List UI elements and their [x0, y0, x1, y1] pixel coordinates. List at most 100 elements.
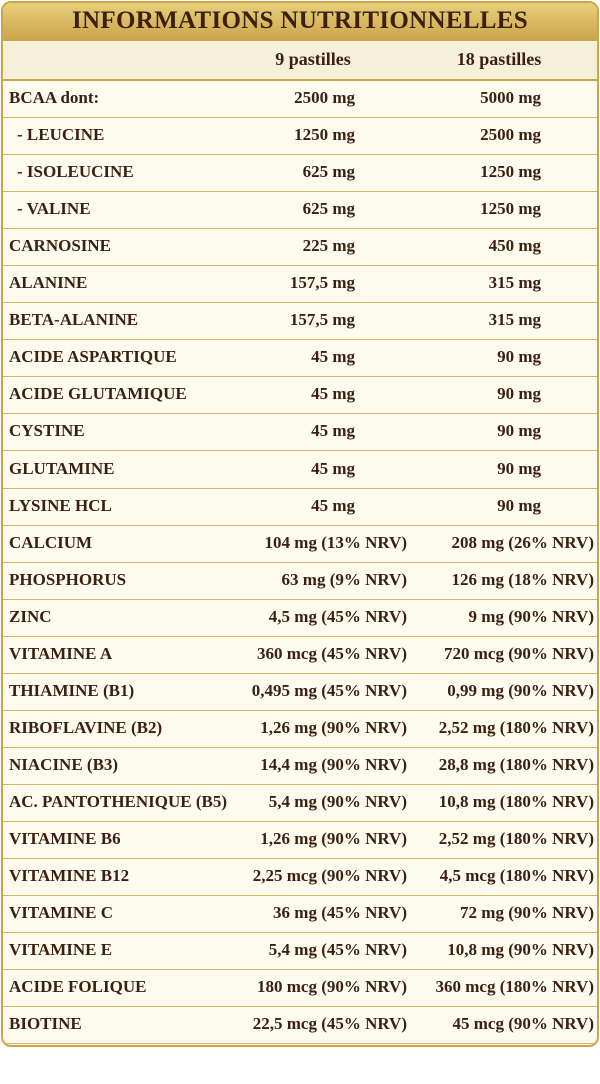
row-label: THIAMINE (B1): [9, 680, 135, 700]
table-row: ZINC 4,5 mg (45% NRV) 9 mg (90% NRV): [3, 599, 597, 637]
value-9: 5,4 mg (90% NRV): [268, 791, 407, 811]
value-18: 720 mcg (90% NRV): [443, 643, 594, 663]
row-label: LYSINE HCL: [9, 495, 112, 515]
value-9: 225 mg: [302, 236, 355, 256]
row-label: RIBOFLAVINE (B2): [9, 717, 163, 737]
table-row: PHOSPHORUS 63 mg (9% NRV) 126 mg (18% NRV): [3, 562, 597, 600]
value-9: 180 mcg (90% NRV): [256, 977, 407, 997]
row-label: AC. PANTOTHENIQUE (B5): [9, 791, 228, 811]
row-label: ALANINE: [9, 273, 88, 293]
row-label: - LEUCINE: [17, 125, 105, 145]
table-row: ACIDE GLUTAMIQUE 45 mg 90 mg: [3, 376, 597, 415]
table-row: AC. PANTOTHENIQUE (B5) 5,4 mg (90% NRV) 10…: [3, 784, 597, 822]
row-label: BETA-ALANINE: [9, 310, 139, 330]
value-18: 0,99 mg (90% NRV): [447, 680, 594, 700]
row-label: CYSTINE: [9, 421, 85, 441]
table-row: THIAMINE (B1) 0,495 mg (45% NRV) 0,99 mg (…: [3, 673, 597, 711]
value-9: 45 mg: [311, 384, 355, 404]
table-row: - VALINE 625 mg 1250 mg: [3, 191, 597, 230]
table-row: - ISOLEUCINE 625 mg 1250 mg: [3, 154, 597, 193]
table-row: LYSINE HCL 45 mg 90 mg: [3, 488, 597, 526]
row-label: ZINC: [9, 606, 52, 626]
value-18: 4,5 mcg (180% NRV): [439, 866, 594, 886]
title: INFORMATIONS NUTRITIONNELLES: [72, 7, 528, 34]
value-18: 90 mg: [497, 421, 541, 441]
value-9: 1,26 mg (90% NRV): [260, 829, 407, 848]
value-18: 5000 mg: [480, 88, 541, 107]
value-9: 2,25 mcg (90% NRV): [252, 866, 407, 886]
value-18: 360 mcg (180% NRV): [435, 977, 594, 997]
table-row: BCAA dont: 2500 mg 5000 mg: [3, 80, 597, 118]
value-9: 45 mg: [311, 421, 355, 441]
row-label: - VALINE: [17, 199, 91, 219]
table-row: GLUTAMINE 45 mg 90 mg: [3, 451, 597, 489]
value-18: 1250 mg: [480, 199, 541, 219]
row-label: VITAMINE B12: [9, 866, 130, 886]
table-row: ACIDE ASPARTIQUE 45 mg 90 mg: [3, 339, 597, 378]
table-row: VITAMINE A 360 mcg (45% NRV) 720 mcg (90% …: [3, 636, 597, 674]
table-row: NIACINE (B3) 14,4 mg (90% NRV) 28,8 mg (18…: [3, 747, 597, 785]
value-18: 2,52 mg (180% NRV): [438, 829, 594, 848]
nutrition-card: INFORMATIONS NUTRITIONNELLES 9 pastilles…: [1, 1, 599, 1047]
row-label: NIACINE (B3): [9, 754, 119, 774]
row-label: BCAA dont:: [9, 88, 100, 107]
row-label: CALCIUM: [9, 532, 93, 552]
value-18: 450 mg: [488, 236, 541, 256]
value-9: 157,5 mg: [289, 273, 355, 293]
table-row: BIOTINE 22,5 mcg (45% NRV) 45 mcg (90% NRV…: [3, 1006, 597, 1045]
value-9: 157,5 mg: [289, 310, 355, 330]
table-row: ACIDE FOLIQUE 180 mcg (90% NRV) 360 mcg (1…: [3, 969, 597, 1008]
value-18: 315 mg: [488, 273, 541, 293]
column-header: 18 pastilles: [456, 49, 542, 69]
table-row: RIBOFLAVINE (B2) 1,26 mg (90% NRV) 2,52 mg…: [3, 710, 597, 748]
value-18: 315 mg: [488, 310, 541, 330]
row-label: GLUTAMINE: [9, 458, 115, 478]
row-label: - ISOLEUCINE: [17, 162, 134, 182]
value-9: 45 mg: [311, 458, 355, 478]
value-9: 104 mg (13% NRV): [264, 532, 407, 552]
row-label: VITAMINE E: [9, 940, 113, 960]
value-9: 1250 mg: [294, 125, 355, 145]
value-18: 208 mg (26% NRV): [451, 532, 594, 552]
value-18: 45 mcg (90% NRV): [452, 1014, 594, 1034]
value-18: 90 mg: [497, 384, 541, 404]
table-row: - LEUCINE 1250 mg 2500 mg: [3, 117, 597, 156]
row-label: VITAMINE B6: [9, 829, 121, 848]
row-label: ACIDE ASPARTIQUE: [9, 347, 177, 367]
value-18: 10,8 mg (90% NRV): [447, 940, 594, 960]
value-9: 2500 mg: [294, 88, 355, 107]
table-row: CALCIUM 104 mg (13% NRV) 208 mg (26% NRV): [3, 525, 597, 563]
value-18: 10,8 mg (180% NRV): [438, 791, 594, 811]
table-row: CYSTINE 45 mg 90 mg: [3, 413, 597, 452]
value-9: 45 mg: [311, 347, 355, 367]
value-9: 1,26 mg (90% NRV): [260, 717, 407, 737]
title-banner: INFORMATIONS NUTRITIONNELLES: [3, 3, 597, 41]
column-header: 9 pastilles: [275, 49, 351, 69]
row-label: ACIDE GLUTAMIQUE: [9, 384, 187, 404]
table-row: VITAMINE B6 1,26 mg (90% NRV) 2,52 mg (180…: [3, 821, 597, 859]
table-row: BETA-ALANINE 157,5 mg 315 mg: [3, 302, 597, 341]
value-9: 63 mg (9% NRV): [281, 569, 407, 589]
value-9: 22,5 mcg (45% NRV): [252, 1014, 407, 1034]
value-9: 625 mg: [302, 162, 355, 182]
value-18: 126 mg (18% NRV): [451, 569, 594, 589]
row-label: CARNOSINE: [9, 236, 112, 256]
row-label: VITAMINE A: [9, 643, 113, 663]
row-label: BIOTINE: [9, 1014, 82, 1034]
value-18: 90 mg: [497, 347, 541, 367]
value-18: 2,52 mg (180% NRV): [438, 717, 594, 737]
table-row: VITAMINE B12 2,25 mcg (90% NRV) 4,5 mcg (1…: [3, 858, 597, 897]
value-9: 360 mcg (45% NRV): [256, 643, 407, 663]
value-9: 4,5 mg (45% NRV): [268, 606, 407, 626]
value-18: 9 mg (90% NRV): [468, 606, 594, 626]
value-18: 90 mg: [497, 495, 541, 515]
column-header-row: 9 pastilles 18 pastilles: [3, 41, 597, 81]
value-18: 2500 mg: [480, 125, 541, 145]
value-9: 36 mg (45% NRV): [273, 903, 407, 923]
table-row: CARNOSINE 225 mg 450 mg: [3, 228, 597, 267]
value-18: 90 mg: [497, 458, 541, 478]
value-18: 28,8 mg (180% NRV): [438, 754, 594, 774]
value-18: 1250 mg: [480, 162, 541, 182]
value-9: 45 mg: [311, 495, 355, 515]
value-9: 625 mg: [302, 199, 355, 219]
